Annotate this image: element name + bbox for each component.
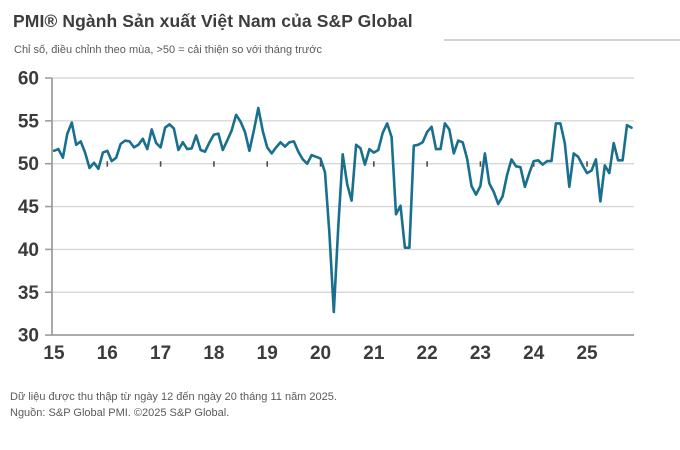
x-axis-tick-label-23: 23	[470, 343, 491, 364]
x-axis-tick-label-20: 20	[310, 343, 331, 364]
y-axis-tick-label-50: 50	[18, 154, 39, 175]
y-axis-tick-label-60: 60	[18, 69, 39, 90]
y-axis-tick-label-40: 40	[18, 240, 39, 261]
chart-title: PMI® Ngành Sản xuất Việt Nam của S&P Glo…	[13, 11, 413, 31]
chart-subtitle: Chỉ số, điều chỉnh theo mùa, >50 = cải t…	[14, 44, 322, 56]
pmi-series-line	[52, 106, 633, 314]
x-axis-tick-label-25: 25	[576, 343, 598, 364]
x-axis-tick-label-19: 19	[257, 343, 278, 364]
y-axis-tick-label-55: 55	[18, 111, 40, 132]
footer-source: Nguồn: S&P Global PMI. ©2025 S&P Global.	[10, 407, 230, 419]
y-axis-tick-label-35: 35	[18, 283, 40, 304]
x-axis-tick-label-16: 16	[97, 343, 118, 364]
y-axis-tick-label-30: 30	[18, 326, 39, 347]
x-axis-tick-label-24: 24	[523, 343, 545, 364]
x-axis-tick-label-17: 17	[150, 343, 171, 364]
x-axis-tick-label-15: 15	[43, 343, 65, 364]
title-rule	[444, 39, 680, 41]
x-axis-tick-label-18: 18	[203, 343, 224, 364]
footer-note: Dữ liệu được thu thập từ ngày 12 đến ngà…	[10, 391, 337, 403]
x-axis-tick-label-21: 21	[363, 343, 385, 364]
y-axis-tick-label-45: 45	[18, 197, 40, 218]
x-axis-tick-label-22: 22	[417, 343, 438, 364]
